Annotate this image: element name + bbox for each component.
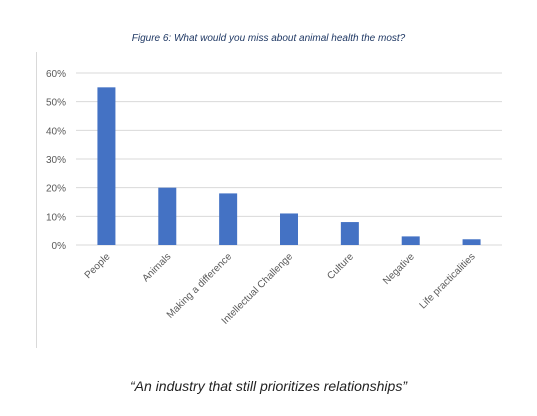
bar-culture <box>340 222 359 245</box>
x-tick-label: Making a difference <box>165 251 235 321</box>
figure-title: Figure 6: What would you miss about anim… <box>131 33 406 44</box>
y-tick-label: 20% <box>46 184 66 195</box>
y-tick-label: 0% <box>52 241 67 252</box>
figure-caption: “An industry that still prioritizes rela… <box>130 378 407 394</box>
y-tick-label: 60% <box>46 69 66 80</box>
x-tick-label: Intellectual Challenge <box>220 251 296 327</box>
x-tick-label: People <box>83 251 113 281</box>
x-tick-label: Life practicalities <box>418 251 478 311</box>
y-tick-label: 40% <box>46 126 66 137</box>
chart-frame <box>36 52 518 348</box>
bar-life-practicalities <box>462 239 481 245</box>
bar-negative <box>401 236 420 245</box>
x-tick-label: Negative <box>381 251 417 287</box>
bar-chart: 0% 10% 20% 30% 40% 50% 60% People AnimalsMaking… <box>46 69 502 327</box>
y-axis-ticks: 0% 10% 20% 30% 40% 50% 60% <box>46 69 66 252</box>
bar-making-a-difference <box>219 193 238 245</box>
bar-people <box>97 87 116 245</box>
bar-intellectual-challenge <box>280 213 298 245</box>
y-tick-label: 30% <box>46 155 66 166</box>
x-tick-label: Animals <box>140 251 173 284</box>
bar-animals <box>158 187 177 245</box>
y-tick-label: 50% <box>46 98 66 109</box>
x-tick-label: Culture <box>325 251 356 282</box>
bars <box>97 87 481 245</box>
y-tick-label: 10% <box>46 212 66 223</box>
